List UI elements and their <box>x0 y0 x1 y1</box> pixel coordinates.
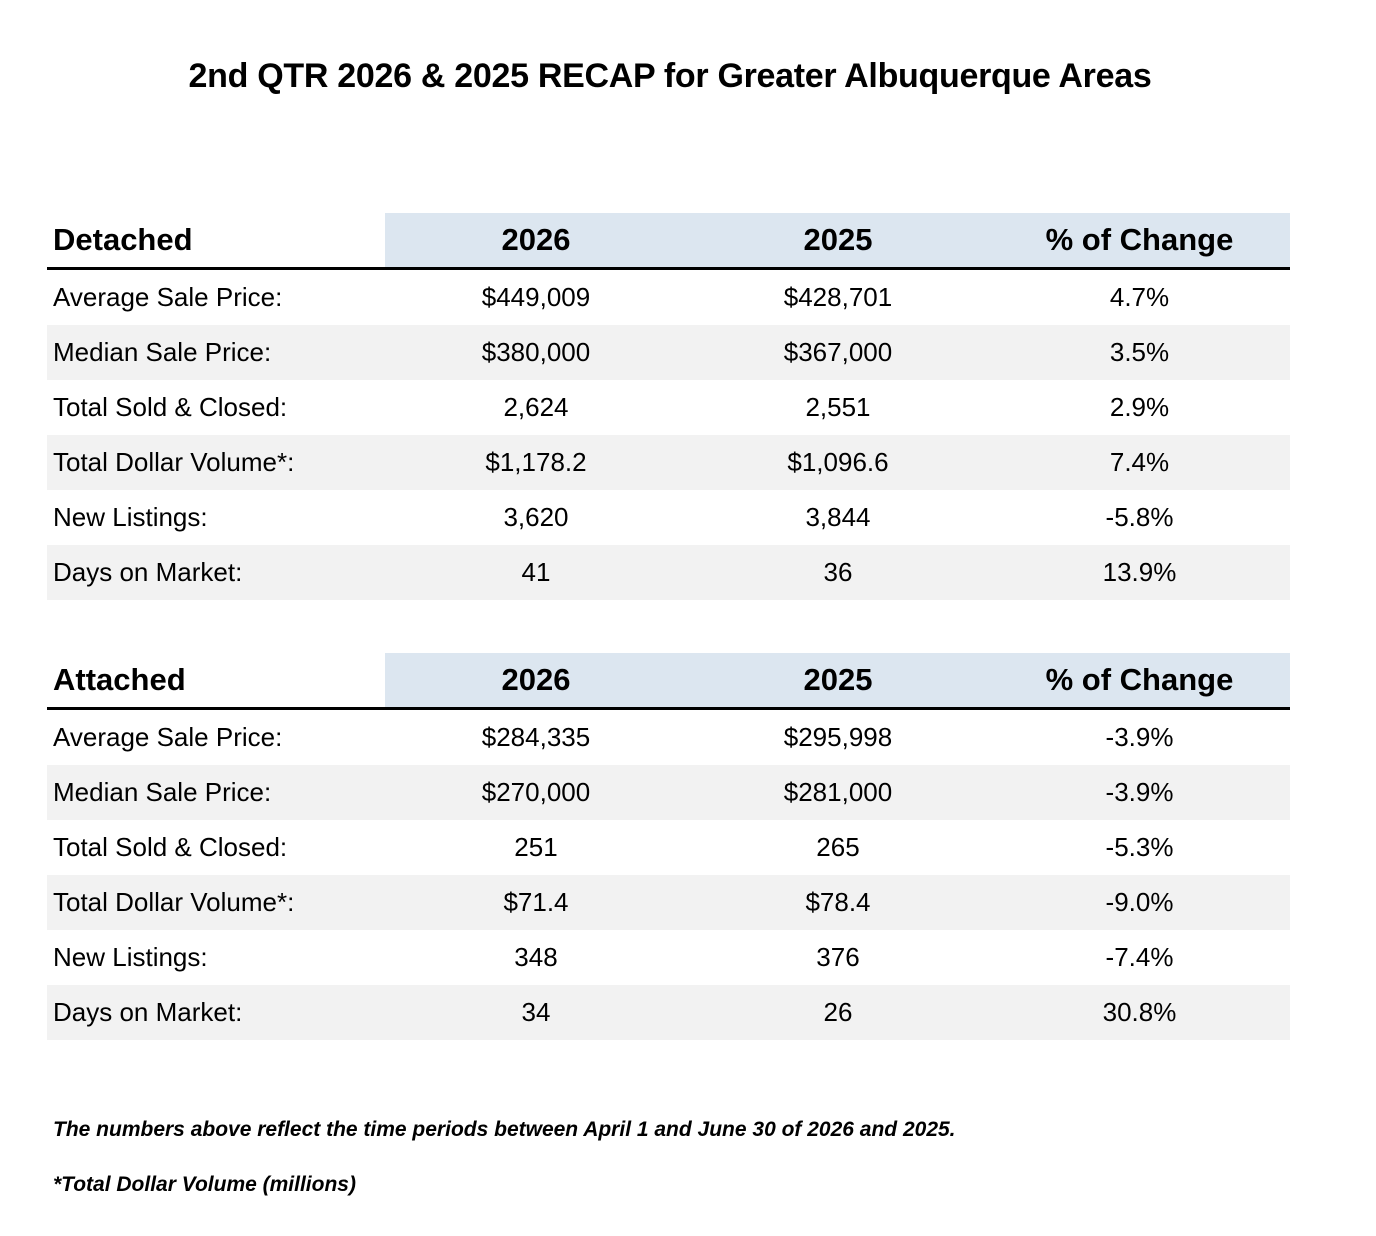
table-row: Median Sale Price: $270,000 $281,000 -3.… <box>47 765 1290 820</box>
table-row: New Listings: 3,620 3,844 -5.8% <box>47 490 1290 545</box>
value-change: -5.3% <box>1105 832 1174 862</box>
value-2025: $367,000 <box>687 325 989 380</box>
row-label: Average Sale Price: <box>53 722 283 752</box>
table-row: New Listings: 348 376 -7.4% <box>47 930 1290 985</box>
value-2026: 3,620 <box>503 502 569 532</box>
row-label: Total Dollar Volume*: <box>47 435 385 490</box>
attached-header-2026: 2026 <box>385 653 687 710</box>
attached-header-change: % of Change <box>989 653 1290 710</box>
value-2025: 3,844 <box>805 502 871 532</box>
table-row: Total Sold & Closed: 251 265 -5.3% <box>47 820 1290 875</box>
value-2026: $270,000 <box>385 765 687 820</box>
page-title: 2nd QTR 2026 & 2025 RECAP for Greater Al… <box>188 57 1152 95</box>
table-row: Average Sale Price: $449,009 $428,701 4.… <box>47 269 1290 326</box>
value-2026: 41 <box>385 545 687 600</box>
detached-table: Detached 2026 2025 % of Change Average S… <box>47 213 1290 600</box>
table-row: Median Sale Price: $380,000 $367,000 3.5… <box>47 325 1290 380</box>
value-2026: $449,009 <box>481 282 591 312</box>
value-2025: 265 <box>816 832 860 862</box>
value-2025: $295,998 <box>783 722 893 752</box>
value-2026: 2,624 <box>503 392 569 422</box>
value-2026: $71.4 <box>385 875 687 930</box>
row-label: Total Dollar Volume*: <box>47 875 385 930</box>
table-row: Days on Market: 34 26 30.8% <box>47 985 1290 1040</box>
row-label: Average Sale Price: <box>53 282 283 312</box>
value-2026: $1,178.2 <box>385 435 687 490</box>
value-2026: 34 <box>385 985 687 1040</box>
value-2026: $284,335 <box>481 722 591 752</box>
table-row: Total Sold & Closed: 2,624 2,551 2.9% <box>47 380 1290 435</box>
value-2025: 26 <box>687 985 989 1040</box>
value-2025: 376 <box>816 942 860 972</box>
value-2026: 251 <box>514 832 558 862</box>
attached-header-row: Attached 2026 2025 % of Change <box>47 653 1290 710</box>
value-change: -5.8% <box>1105 502 1174 532</box>
detached-header-2026: 2026 <box>385 213 687 270</box>
attached-header-2025: 2025 <box>687 653 989 710</box>
value-2025: 2,551 <box>805 392 871 422</box>
row-label: New Listings: <box>53 502 208 532</box>
value-change: -7.4% <box>1105 942 1174 972</box>
row-label: Days on Market: <box>47 545 385 600</box>
value-2026: 348 <box>514 942 558 972</box>
row-label: New Listings: <box>53 942 208 972</box>
row-label: Total Sold & Closed: <box>53 832 288 862</box>
value-2025: $281,000 <box>687 765 989 820</box>
value-2025: $428,701 <box>783 282 893 312</box>
table-row: Days on Market: 41 36 13.9% <box>47 545 1290 600</box>
table-row: Total Dollar Volume*: $1,178.2 $1,096.6 … <box>47 435 1290 490</box>
value-change: 2.9% <box>1109 392 1170 422</box>
value-2025: $1,096.6 <box>687 435 989 490</box>
value-change: -9.0% <box>989 875 1290 930</box>
table-row: Average Sale Price: $284,335 $295,998 -3… <box>47 709 1290 766</box>
value-change: 7.4% <box>989 435 1290 490</box>
value-change: 3.5% <box>989 325 1290 380</box>
value-change: 30.8% <box>989 985 1290 1040</box>
row-label: Median Sale Price: <box>47 765 385 820</box>
value-change: 4.7% <box>1109 282 1170 312</box>
value-change: -3.9% <box>1105 722 1174 752</box>
attached-table: Attached 2026 2025 % of Change Average S… <box>47 653 1290 1040</box>
detached-header-change: % of Change <box>989 213 1290 270</box>
row-label: Days on Market: <box>47 985 385 1040</box>
attached-section-label: Attached <box>47 653 385 710</box>
value-change: -3.9% <box>989 765 1290 820</box>
detached-header-row: Detached 2026 2025 % of Change <box>47 213 1290 270</box>
detached-section-label: Detached <box>47 213 385 270</box>
volume-footnote: *Total Dollar Volume (millions) <box>53 1173 356 1196</box>
value-2025: $78.4 <box>687 875 989 930</box>
value-change: 13.9% <box>989 545 1290 600</box>
row-label: Median Sale Price: <box>47 325 385 380</box>
value-2025: 36 <box>687 545 989 600</box>
table-row: Total Dollar Volume*: $71.4 $78.4 -9.0% <box>47 875 1290 930</box>
period-footnote: The numbers above reflect the time perio… <box>53 1118 956 1141</box>
row-label: Total Sold & Closed: <box>53 392 288 422</box>
value-2026: $380,000 <box>385 325 687 380</box>
detached-header-2025: 2025 <box>687 213 989 270</box>
